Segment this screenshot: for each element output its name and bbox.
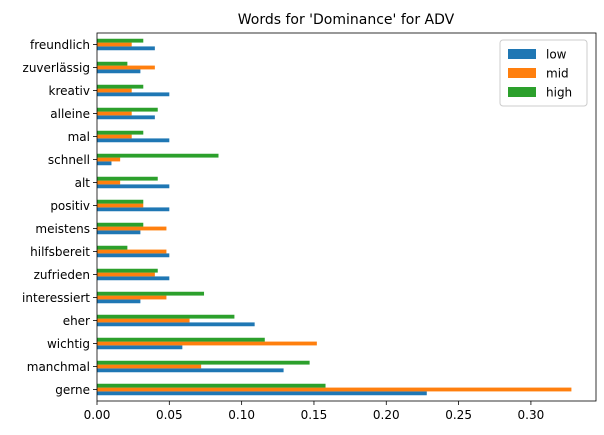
y-tick-label: mal xyxy=(68,130,90,144)
x-tick-label: 0.30 xyxy=(518,408,545,422)
y-tick-label: meistens xyxy=(35,222,90,236)
y-tick-label: manchmal xyxy=(27,360,90,374)
bar-mid-zuverlässig xyxy=(97,65,155,70)
legend-swatch-high xyxy=(508,87,536,97)
legend-swatch-low xyxy=(508,49,536,59)
bar-mid-alt xyxy=(97,180,121,185)
y-tick-label: hilfsbereit xyxy=(30,245,90,259)
bar-mid-kreativ xyxy=(97,88,132,93)
y-tick-label: gerne xyxy=(55,383,90,397)
bar-low-interessiert xyxy=(97,299,141,304)
bar-high-freundlich xyxy=(97,38,144,43)
bar-low-positiv xyxy=(97,207,170,212)
bar-mid-wichtig xyxy=(97,341,317,346)
bar-high-manchmal xyxy=(97,360,310,365)
y-tick-label: eher xyxy=(63,314,90,328)
legend-label-low: low xyxy=(546,48,567,62)
bar-high-mal xyxy=(97,130,144,135)
bar-low-wichtig xyxy=(97,345,183,350)
bar-low-gerne xyxy=(97,391,427,396)
legend: low mid high xyxy=(499,39,588,107)
x-tick-label: 0.00 xyxy=(84,408,111,422)
bar-mid-freundlich xyxy=(97,42,132,47)
bar-low-schnell xyxy=(97,161,112,166)
bar-low-eher xyxy=(97,322,255,327)
bar-low-kreativ xyxy=(97,92,170,97)
bar-low-hilfsbereit xyxy=(97,253,170,258)
bar-high-meistens xyxy=(97,222,144,227)
bar-high-gerne xyxy=(97,383,326,388)
y-tick-label: alleine xyxy=(50,107,90,121)
bar-high-interessiert xyxy=(97,291,205,296)
x-axis-ticks: 0.00 0.05 0.10 0.15 0.20 0.25 0.30 xyxy=(84,401,545,422)
bar-low-zufrieden xyxy=(97,276,170,281)
bar-mid-alleine xyxy=(97,111,132,116)
bar-mid-eher xyxy=(97,318,190,323)
chart-title: Words for 'Dominance' for ADV xyxy=(238,12,455,28)
x-tick-label: 0.20 xyxy=(373,408,400,422)
bar-high-alleine xyxy=(97,107,158,112)
bar-high-wichtig xyxy=(97,337,265,342)
bar-high-hilfsbereit xyxy=(97,245,128,250)
bar-low-alleine xyxy=(97,115,155,120)
bar-mid-mal xyxy=(97,134,132,139)
y-tick-label: zuverlässig xyxy=(23,61,90,75)
plot-frame xyxy=(96,32,597,402)
bar-mid-zufrieden xyxy=(97,272,155,277)
bar-high-zufrieden xyxy=(97,268,158,273)
y-tick-label: freundlich xyxy=(30,38,90,52)
y-tick-label: schnell xyxy=(48,153,90,167)
legend-label-high: high xyxy=(546,86,572,100)
y-tick-label: positiv xyxy=(50,199,90,213)
x-tick-label: 0.25 xyxy=(445,408,472,422)
y-tick-label: alt xyxy=(75,176,91,190)
bar-low-freundlich xyxy=(97,46,155,51)
bar-mid-hilfsbereit xyxy=(97,249,167,254)
bar-high-positiv xyxy=(97,199,144,204)
y-tick-label: interessiert xyxy=(22,291,90,305)
x-tick-label: 0.15 xyxy=(301,408,328,422)
bar-low-manchmal xyxy=(97,368,284,373)
bar-low-mal xyxy=(97,138,170,143)
x-tick-label: 0.05 xyxy=(156,408,183,422)
bar-high-alt xyxy=(97,176,158,181)
bar-high-eher xyxy=(97,314,235,319)
bar-low-zuverlässig xyxy=(97,69,141,74)
bar-mid-positiv xyxy=(97,203,144,208)
bar-mid-meistens xyxy=(97,226,167,231)
y-axis-ticks: gerne manchmal wichtig eher interessiert zufr… xyxy=(22,38,97,397)
y-tick-label: kreativ xyxy=(49,84,91,98)
bar-high-schnell xyxy=(97,153,219,158)
bars-layer xyxy=(97,38,572,396)
bar-mid-gerne xyxy=(97,387,572,392)
bar-mid-interessiert xyxy=(97,295,167,300)
bar-high-zuverlässig xyxy=(97,61,128,66)
bar-mid-manchmal xyxy=(97,364,202,369)
y-tick-label: zufrieden xyxy=(34,268,90,282)
x-tick-label: 0.10 xyxy=(228,408,255,422)
bar-low-meistens xyxy=(97,230,141,235)
legend-swatch-mid xyxy=(508,68,536,78)
bar-low-alt xyxy=(97,184,170,189)
legend-label-mid: mid xyxy=(546,67,569,81)
bar-mid-schnell xyxy=(97,157,121,162)
bar-high-kreativ xyxy=(97,84,144,89)
y-tick-label: wichtig xyxy=(47,337,90,351)
